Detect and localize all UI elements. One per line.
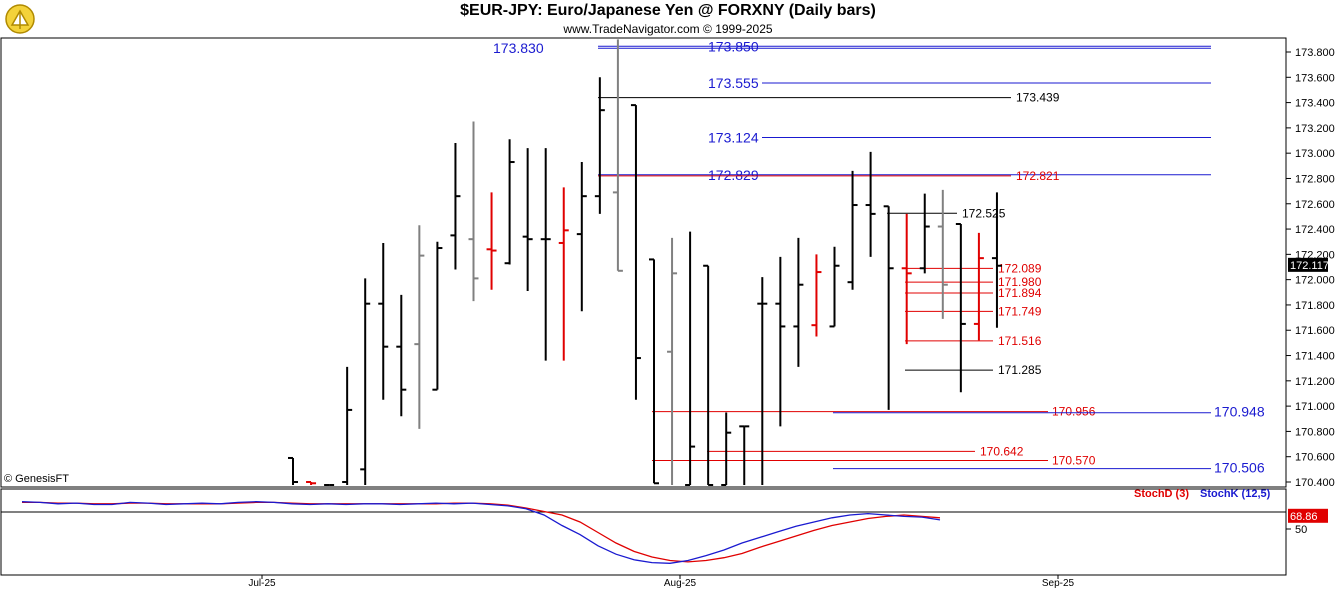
y-tick-label: 173.200 (1295, 123, 1335, 135)
level-label: 172.829 (708, 167, 759, 183)
y-tick-label: 171.800 (1295, 300, 1335, 312)
y-tick-label: 170.400 (1295, 477, 1335, 489)
y-tick-label: 173.000 (1295, 148, 1335, 160)
level-label: 173.439 (1016, 91, 1060, 105)
osc-tick-label: 50 (1295, 524, 1307, 536)
level-label: 171.894 (998, 286, 1042, 300)
legend-stoch-k: StochK (12,5) (1200, 488, 1271, 500)
osc-last-label: 68.86 (1290, 511, 1318, 523)
legend-stoch-d: StochD (3) (1134, 488, 1189, 500)
level-label: 172.821 (1016, 169, 1060, 183)
level-label: 171.285 (998, 363, 1042, 377)
level-label: 170.506 (1214, 460, 1265, 476)
copyright-text: © GenesisFT (4, 473, 69, 485)
chart-title: $EUR-JPY: Euro/Japanese Yen @ FORXNY (Da… (460, 2, 876, 19)
level-label: 171.516 (998, 334, 1042, 348)
x-tick-label: Jul-25 (248, 578, 276, 589)
y-tick-label: 172.400 (1295, 224, 1335, 236)
y-tick-label: 172.800 (1295, 173, 1335, 185)
y-tick-label: 171.600 (1295, 325, 1335, 337)
price-panel-frame (0, 37, 1287, 488)
level-label: 173.124 (708, 129, 759, 145)
osc-last-badge (1288, 508, 1328, 523)
last-price-badge (1288, 257, 1328, 272)
level-label: 172.525 (962, 206, 1006, 220)
level-label: 173.830 (493, 40, 544, 56)
oscillator-line (21, 501, 941, 564)
y-tick-label: 170.800 (1295, 426, 1335, 438)
oscillator-line (22, 501, 941, 563)
y-tick-label: 173.400 (1295, 98, 1335, 110)
level-label: 171.749 (998, 304, 1042, 318)
oscillator-panel-frame (0, 488, 1287, 576)
y-tick-label: 171.200 (1295, 376, 1335, 388)
y-tick-label: 172.600 (1295, 199, 1335, 211)
level-label: 172.089 (998, 261, 1042, 275)
level-label: 170.570 (1052, 454, 1096, 468)
level-label: 170.948 (1214, 404, 1265, 420)
level-label: 171.980 (998, 275, 1042, 289)
level-label: 170.956 (1052, 405, 1096, 419)
y-tick-label: 173.800 (1295, 47, 1335, 59)
x-tick-label: Sep-25 (1042, 578, 1075, 589)
y-tick-label: 173.600 (1295, 72, 1335, 84)
level-label: 173.850 (708, 38, 759, 54)
y-tick-label: 172.000 (1295, 275, 1335, 287)
chart-subtitle: www.TradeNavigator.com © 1999-2025 (563, 22, 773, 36)
last-price-label: 172.117 (1290, 260, 1329, 272)
level-label: 173.555 (708, 75, 759, 91)
trade-navigator-logo-icon (5, 4, 35, 34)
y-tick-label: 171.000 (1295, 401, 1335, 413)
y-tick-label: 171.400 (1295, 351, 1335, 363)
x-tick-label: Aug-25 (664, 578, 697, 589)
level-label: 170.642 (980, 444, 1024, 458)
y-tick-label: 170.600 (1295, 452, 1335, 464)
